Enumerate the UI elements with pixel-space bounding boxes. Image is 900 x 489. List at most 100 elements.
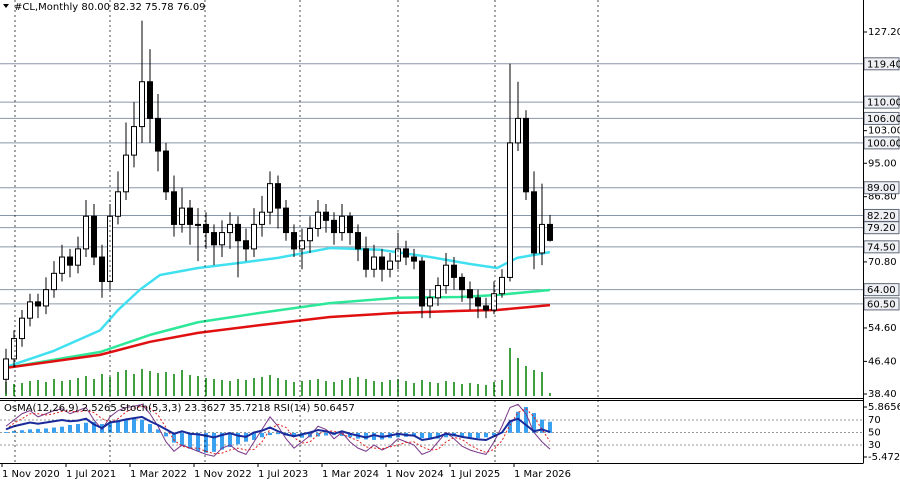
level-label: 74.50 — [867, 242, 896, 253]
candle-body — [315, 211, 321, 229]
osma-bar — [188, 432, 192, 449]
candle-body — [331, 219, 337, 234]
volume-bar — [333, 382, 335, 396]
volume-bar — [469, 383, 471, 396]
y-tick-label: 30 — [868, 440, 881, 451]
candle-body — [131, 126, 137, 156]
volume-bar — [85, 376, 87, 396]
volume-bar — [517, 358, 519, 396]
y-tick-label: 70 — [868, 415, 881, 426]
candle-body — [11, 338, 17, 360]
chart-header: #CL,Monthly 80.00 82.32 75.78 76.09 — [14, 2, 205, 13]
osma-bar — [236, 432, 240, 445]
volume-bar — [533, 370, 535, 396]
osma-bar — [268, 432, 272, 436]
frame — [0, 0, 864, 464]
volume-bar — [141, 369, 143, 396]
osma-bar — [252, 432, 256, 440]
osma-bar — [28, 429, 32, 433]
x-tick-label: 1 Jul 2021 — [66, 469, 116, 480]
candle-body — [491, 293, 497, 311]
volume-bar — [213, 379, 215, 396]
candle-body — [387, 260, 393, 270]
osma-bar — [372, 432, 376, 440]
osma-bar — [68, 424, 72, 433]
volume-bar — [61, 381, 63, 396]
osma-bar — [196, 432, 200, 452]
volume-bar — [493, 382, 495, 396]
osma-bar — [140, 419, 144, 433]
volume-bar — [341, 380, 343, 396]
candle-body — [427, 297, 433, 307]
candle-body — [291, 232, 297, 250]
volume-bar — [421, 380, 423, 396]
candle-body — [35, 301, 41, 307]
candle-body — [211, 232, 217, 246]
volume-bar — [277, 378, 279, 396]
volume-bar — [29, 381, 31, 396]
osma-bar — [524, 406, 528, 433]
y2-tick-label: -5.472 — [868, 452, 900, 463]
volume-bar — [381, 382, 383, 396]
indicator-line — [5, 403, 551, 457]
osma-bar — [124, 419, 128, 433]
osma-bar — [204, 432, 208, 453]
volume-bar — [157, 373, 159, 396]
plot-layer: 127.20 103.00 95.00 86.80 70.80 54.60 46.40 38.… — [0, 20, 900, 480]
candle-body — [219, 232, 225, 246]
volume-bar — [445, 381, 447, 396]
volume-bar — [133, 374, 135, 396]
volume-bar — [117, 372, 119, 396]
volume-bar — [21, 383, 23, 396]
candle-body — [475, 297, 481, 307]
candle-body — [347, 215, 353, 234]
moving-average — [5, 288, 551, 370]
ohlc-value: 82.32 — [113, 2, 142, 13]
candle-body — [379, 256, 385, 270]
volume-bar — [181, 370, 183, 396]
x-tick-label: 1 Nov 2024 — [386, 469, 444, 480]
candle-body — [187, 207, 193, 225]
y-tick-label: 86.80 — [868, 192, 897, 203]
volume-bar — [541, 372, 543, 396]
x-tick-label: 1 Jul 2023 — [258, 469, 308, 480]
osma-bar — [116, 421, 120, 433]
level-label: 60.50 — [867, 299, 896, 310]
candle-body — [355, 232, 361, 250]
volume-bar — [389, 380, 391, 396]
candle-body — [83, 215, 89, 250]
osma-bar — [60, 426, 64, 433]
volume-bar — [125, 370, 127, 396]
volume-bar — [373, 381, 375, 396]
candle-body — [139, 81, 145, 128]
osma-bar — [428, 432, 432, 440]
candle-body — [507, 142, 513, 278]
candle-body — [123, 154, 129, 193]
osma-bar — [260, 432, 264, 438]
candle-body — [299, 240, 305, 250]
x-tick-label: 1 Mar 2024 — [322, 469, 379, 480]
volume-bar — [429, 382, 431, 396]
candle-body — [547, 223, 553, 241]
osma-bar — [420, 432, 424, 439]
candle-body — [307, 227, 313, 242]
volume-bar — [173, 374, 175, 396]
osma-bar — [20, 430, 24, 433]
candle-body — [59, 256, 65, 274]
candle-body — [403, 248, 409, 258]
osma-bar — [444, 432, 448, 438]
osma-bar — [156, 429, 160, 433]
menu-arrow[interactable] — [3, 4, 9, 8]
volume-bar — [413, 383, 415, 396]
candle-body — [539, 223, 545, 254]
osma-bar — [468, 432, 472, 438]
volume-bar — [253, 378, 255, 396]
x-tick-label: 1 Jul 2025 — [450, 469, 500, 480]
candle-body — [235, 223, 241, 242]
candle-body — [515, 117, 521, 144]
volume-bar — [317, 379, 319, 396]
osma-bar — [476, 432, 480, 439]
candle-body — [259, 211, 265, 225]
